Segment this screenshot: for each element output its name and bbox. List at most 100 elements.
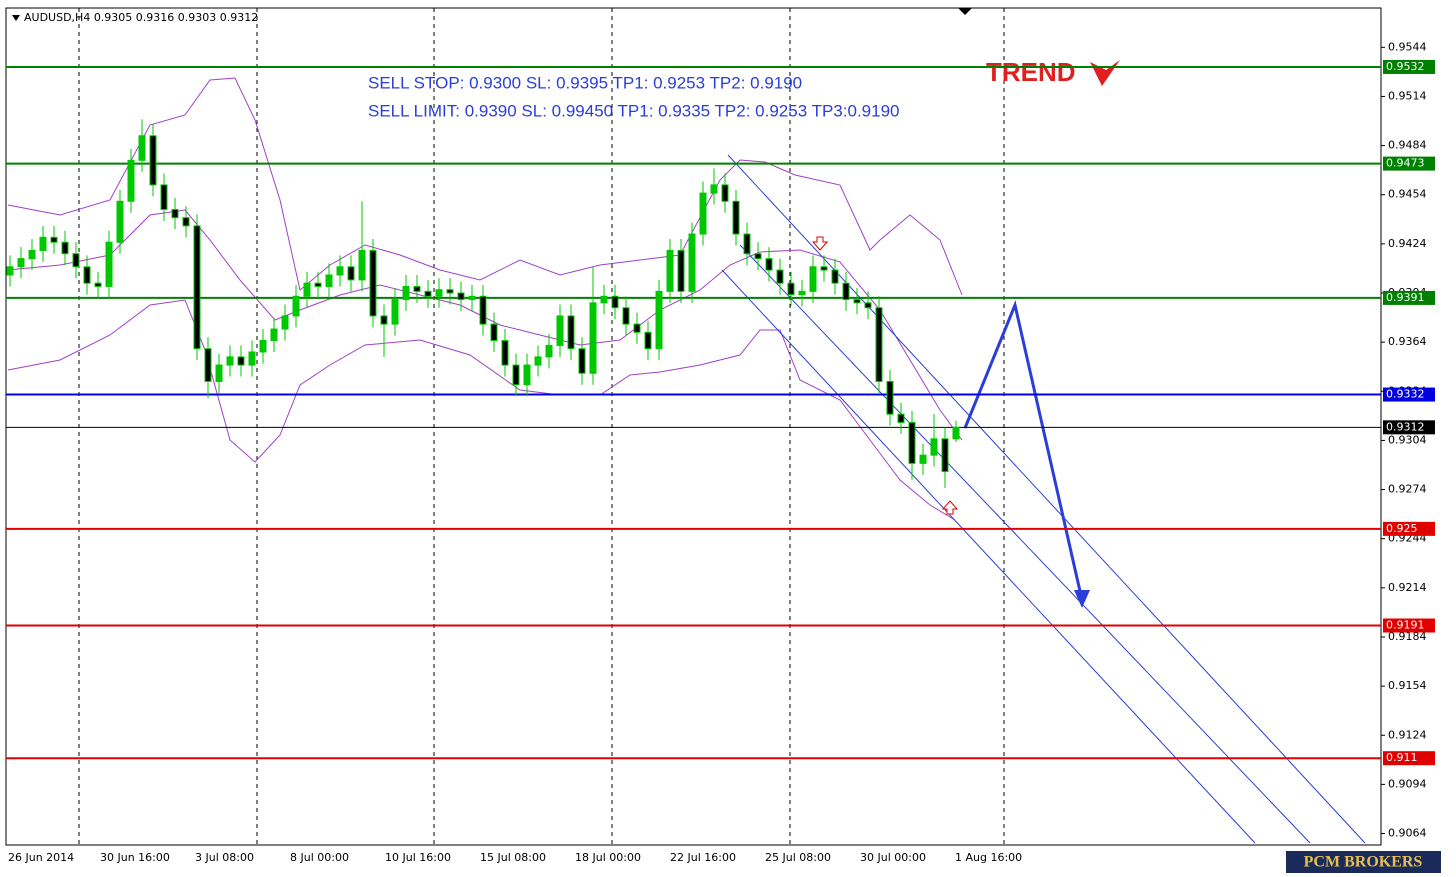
x-tick-label: 10 Jul 16:00: [385, 851, 451, 864]
candle-body: [204, 348, 212, 382]
candle-body: [490, 323, 498, 342]
time-grid: [78, 8, 1005, 845]
x-tick-label: 30 Jun 16:00: [100, 851, 170, 864]
candle-body: [6, 266, 14, 276]
candle-body: [314, 282, 322, 287]
candle-body: [270, 328, 278, 342]
candle-body: [798, 290, 806, 296]
y-tick-label: 0.9274: [1388, 483, 1427, 496]
level-label: 0.9312: [1386, 420, 1425, 433]
x-tick-label: 3 Jul 08:00: [195, 851, 254, 864]
candle-body: [369, 249, 377, 317]
level-tag: [1383, 387, 1435, 402]
candle-body: [600, 295, 608, 304]
candle-body: [809, 266, 817, 292]
candle-body: [842, 282, 850, 301]
candle-body: [226, 356, 234, 366]
candle-body: [94, 282, 102, 287]
up-signal: [941, 500, 959, 515]
candle-body: [83, 266, 91, 284]
candle-body: [303, 282, 311, 297]
y-tick-label: 0.9454: [1388, 188, 1427, 201]
level-tag: [1383, 156, 1435, 171]
candle-body: [941, 438, 949, 473]
candle-body: [413, 285, 421, 292]
candle-body: [193, 225, 201, 350]
candle-body: [743, 233, 751, 255]
candle-body: [105, 241, 113, 287]
candle-body: [534, 356, 542, 366]
footer: PCM BROKERS: [1304, 854, 1423, 871]
level-label: 0.9332: [1386, 388, 1425, 401]
x-tick-label: 15 Jul 08:00: [480, 851, 546, 864]
candle-body: [919, 454, 927, 464]
candle-body: [897, 413, 905, 423]
y-tick-label: 0.9154: [1388, 679, 1427, 692]
candle-body: [545, 344, 553, 358]
candle-body: [611, 295, 619, 309]
level-label: 0.9191: [1386, 619, 1425, 632]
candle-body: [237, 356, 245, 366]
level-label: 0.9473: [1386, 157, 1425, 170]
level-label: 0.925: [1386, 522, 1418, 535]
level-tag: [1383, 618, 1435, 633]
forecast-arrow: [963, 300, 1084, 601]
candle-body: [446, 289, 454, 294]
candle-body: [358, 249, 366, 281]
candle-body: [622, 307, 630, 325]
annotation: SELL LIMIT: 0.9390 SL: 0.99450 TP1: 0.93…: [368, 101, 899, 120]
x-tick-label: 18 Jul 00:00: [575, 851, 641, 864]
x-tick-label: 8 Jul 00:00: [290, 851, 349, 864]
candle-body: [116, 200, 124, 243]
candle-body: [391, 299, 399, 325]
y-tick-label: 0.9304: [1388, 433, 1427, 446]
candle-body: [831, 269, 839, 284]
candle-body: [28, 249, 36, 260]
candle-body: [655, 290, 663, 350]
candle-body: [281, 315, 289, 330]
candle-body: [160, 184, 168, 210]
candle-body: [820, 266, 828, 271]
candle-body: [149, 135, 157, 186]
x-tick-label: 30 Jul 00:00: [860, 851, 926, 864]
candle-body: [457, 292, 465, 301]
candle-body: [699, 192, 707, 235]
arrow-head: [1074, 590, 1090, 608]
logo: TREND: [986, 57, 1076, 87]
candle-body: [127, 159, 135, 202]
candle-body: [589, 302, 597, 374]
x-tick-label: 22 Jul 16:00: [670, 851, 736, 864]
candle-body: [17, 258, 25, 268]
candle-body: [886, 380, 894, 415]
shift-marker: [958, 8, 972, 15]
candle-body: [435, 289, 443, 297]
candle-body: [50, 236, 58, 243]
x-tick-label: 25 Jul 08:00: [765, 851, 831, 864]
level-tag: [1383, 290, 1435, 305]
candle-body: [754, 253, 762, 260]
candle-body: [479, 295, 487, 325]
candle-body: [182, 217, 190, 227]
candle-body: [875, 307, 883, 382]
candle-body: [644, 331, 652, 350]
level-label: 0.911: [1386, 751, 1418, 764]
candle-body: [930, 438, 938, 456]
candle-body: [424, 290, 432, 297]
menu-marker: [12, 15, 20, 21]
candle-body: [259, 340, 267, 353]
candle-body: [171, 208, 179, 219]
y-tick-label: 0.9424: [1388, 237, 1427, 250]
y-tick-label: 0.9364: [1388, 335, 1427, 348]
candle-body: [853, 299, 861, 304]
candle-body: [710, 184, 718, 194]
level-tag: [1383, 521, 1435, 536]
level-label: 0.9391: [1386, 291, 1425, 304]
candle-body: [864, 302, 872, 309]
candle-body: [556, 315, 564, 346]
down-signal: [811, 236, 829, 251]
candle-body: [677, 249, 685, 292]
candle-body: [336, 266, 344, 276]
y-tick-label: 0.9214: [1388, 581, 1427, 594]
candle-body: [39, 236, 47, 251]
